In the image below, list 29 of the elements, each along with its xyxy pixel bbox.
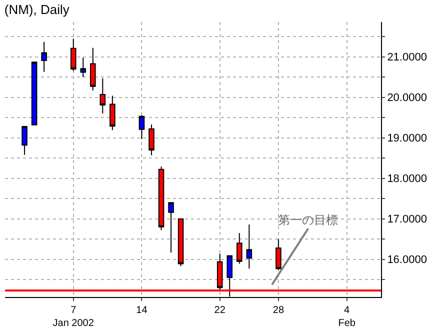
y-tick-label: 20.0000 [387, 92, 427, 104]
candlestick [178, 218, 184, 267]
x-tick-label: 22 [214, 305, 226, 316]
candlestick [31, 62, 38, 126]
y-tick-label: 18.0000 [387, 173, 427, 186]
candlestick [70, 38, 76, 72]
candlestick [276, 238, 282, 270]
candlestick [148, 124, 154, 156]
chart-title: (NM), Daily [4, 2, 70, 18]
candlestick [41, 41, 47, 72]
x-tick-label: 28 [272, 305, 284, 316]
x-tick-label: 14 [136, 305, 148, 316]
candlestick [168, 202, 174, 253]
candlestick [22, 126, 28, 156]
candlestick [110, 95, 116, 131]
x-tick-label: 4 Feb [338, 305, 356, 329]
y-tick-label: 17.0000 [387, 214, 427, 226]
candlestick [246, 224, 252, 270]
candlestick [80, 57, 86, 78]
ref-line-label: 第一の目標 [278, 213, 338, 227]
candlestick [138, 114, 145, 140]
candlestick [90, 47, 96, 91]
y-tick-label: 21.0000 [387, 52, 427, 64]
x-tick-label: 7 Jan 2002 [52, 305, 94, 329]
y-tick-label: 16.0000 [387, 254, 427, 266]
candlestick [158, 166, 164, 231]
candlestick [100, 78, 106, 114]
candlestick [236, 232, 242, 264]
y-tick-label: 19.0000 [387, 132, 427, 145]
